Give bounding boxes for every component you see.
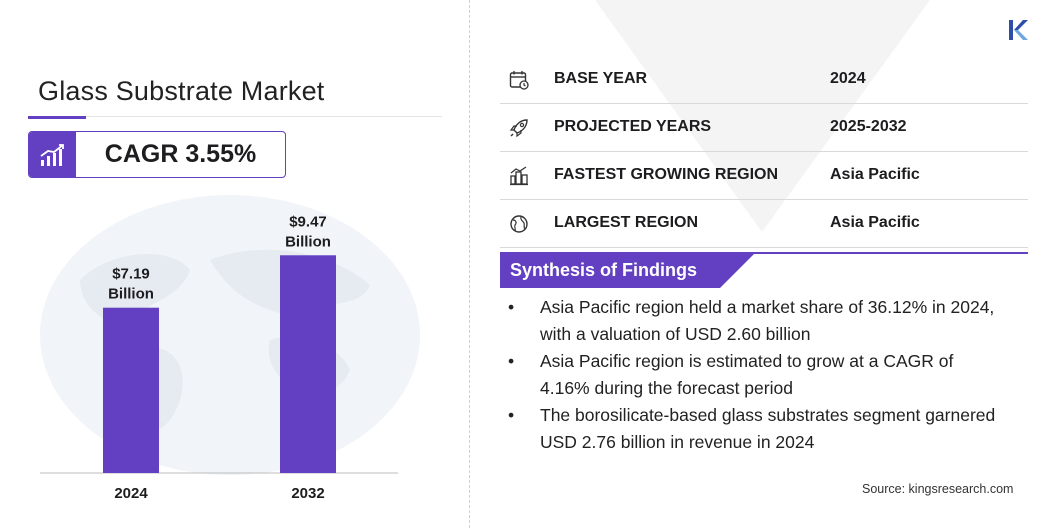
growth-chart-icon — [29, 132, 76, 177]
panel-divider — [469, 0, 470, 528]
info-row-projected-years: PROJECTED YEARS 2025-2032 — [500, 104, 1028, 152]
rocket-icon — [509, 119, 528, 138]
info-label: LARGEST REGION — [554, 214, 699, 231]
calendar-icon — [509, 71, 529, 90]
finding-item: • The borosilicate-based glass substrates… — [506, 402, 1006, 456]
bar-2032 — [280, 255, 336, 473]
cagr-badge: CAGR 3.55% — [28, 131, 286, 178]
chart-title: Glass Substrate Market — [38, 76, 325, 106]
finding-item: • Asia Pacific region held a market share… — [506, 294, 1006, 348]
kings-research-logo — [1009, 20, 1028, 40]
bullet: • — [508, 297, 515, 317]
bar-chart: $7.19 Billion 2024 $9.47 Billion 2032 — [40, 213, 398, 502]
info-label: PROJECTED YEARS — [554, 118, 712, 135]
synthesis-title: Synthesis of Findings — [510, 260, 698, 280]
info-label: BASE YEAR — [554, 70, 648, 87]
data-label: $9.47 — [289, 213, 327, 230]
city-growth-icon — [510, 166, 528, 186]
info-row-base-year: BASE YEAR 2024 — [500, 56, 1028, 104]
title-underline — [28, 116, 442, 117]
bar-2024 — [103, 307, 159, 473]
title-accent-bar — [28, 116, 86, 119]
bullet: • — [508, 405, 515, 425]
cagr-value: CAGR 3.55% — [104, 140, 257, 168]
x-tick-label: 2032 — [291, 485, 324, 502]
info-value: Asia Pacific — [830, 214, 920, 231]
finding-text: Asia Pacific region is estimated to grow… — [540, 351, 954, 398]
info-row-largest-region: LARGEST REGION Asia Pacific — [500, 200, 1028, 248]
finding-text: The borosilicate-based glass substrates … — [540, 405, 996, 452]
data-label: Billion — [285, 233, 331, 250]
x-tick-label: 2024 — [114, 485, 148, 502]
info-value: 2024 — [830, 70, 866, 87]
findings-list: • Asia Pacific region held a market share… — [506, 294, 1006, 456]
finding-text: Asia Pacific region held a market share … — [540, 297, 995, 344]
globe-icon — [510, 215, 528, 233]
source-note: Source: kingsresearch.com — [862, 482, 1014, 496]
info-value: Asia Pacific — [830, 166, 920, 183]
bullet: • — [508, 351, 515, 371]
data-label: Billion — [108, 286, 154, 303]
background-triangle — [595, 0, 930, 232]
info-row-fastest-region: FASTEST GROWING REGION Asia Pacific — [500, 152, 1028, 200]
synthesis-rule — [500, 252, 1028, 254]
finding-item: • Asia Pacific region is estimated to gro… — [506, 348, 1006, 402]
data-label: $7.19 — [112, 266, 150, 283]
info-label: FASTEST GROWING REGION — [554, 166, 779, 183]
synthesis-banner — [500, 254, 754, 288]
info-value: 2025-2032 — [830, 118, 907, 135]
